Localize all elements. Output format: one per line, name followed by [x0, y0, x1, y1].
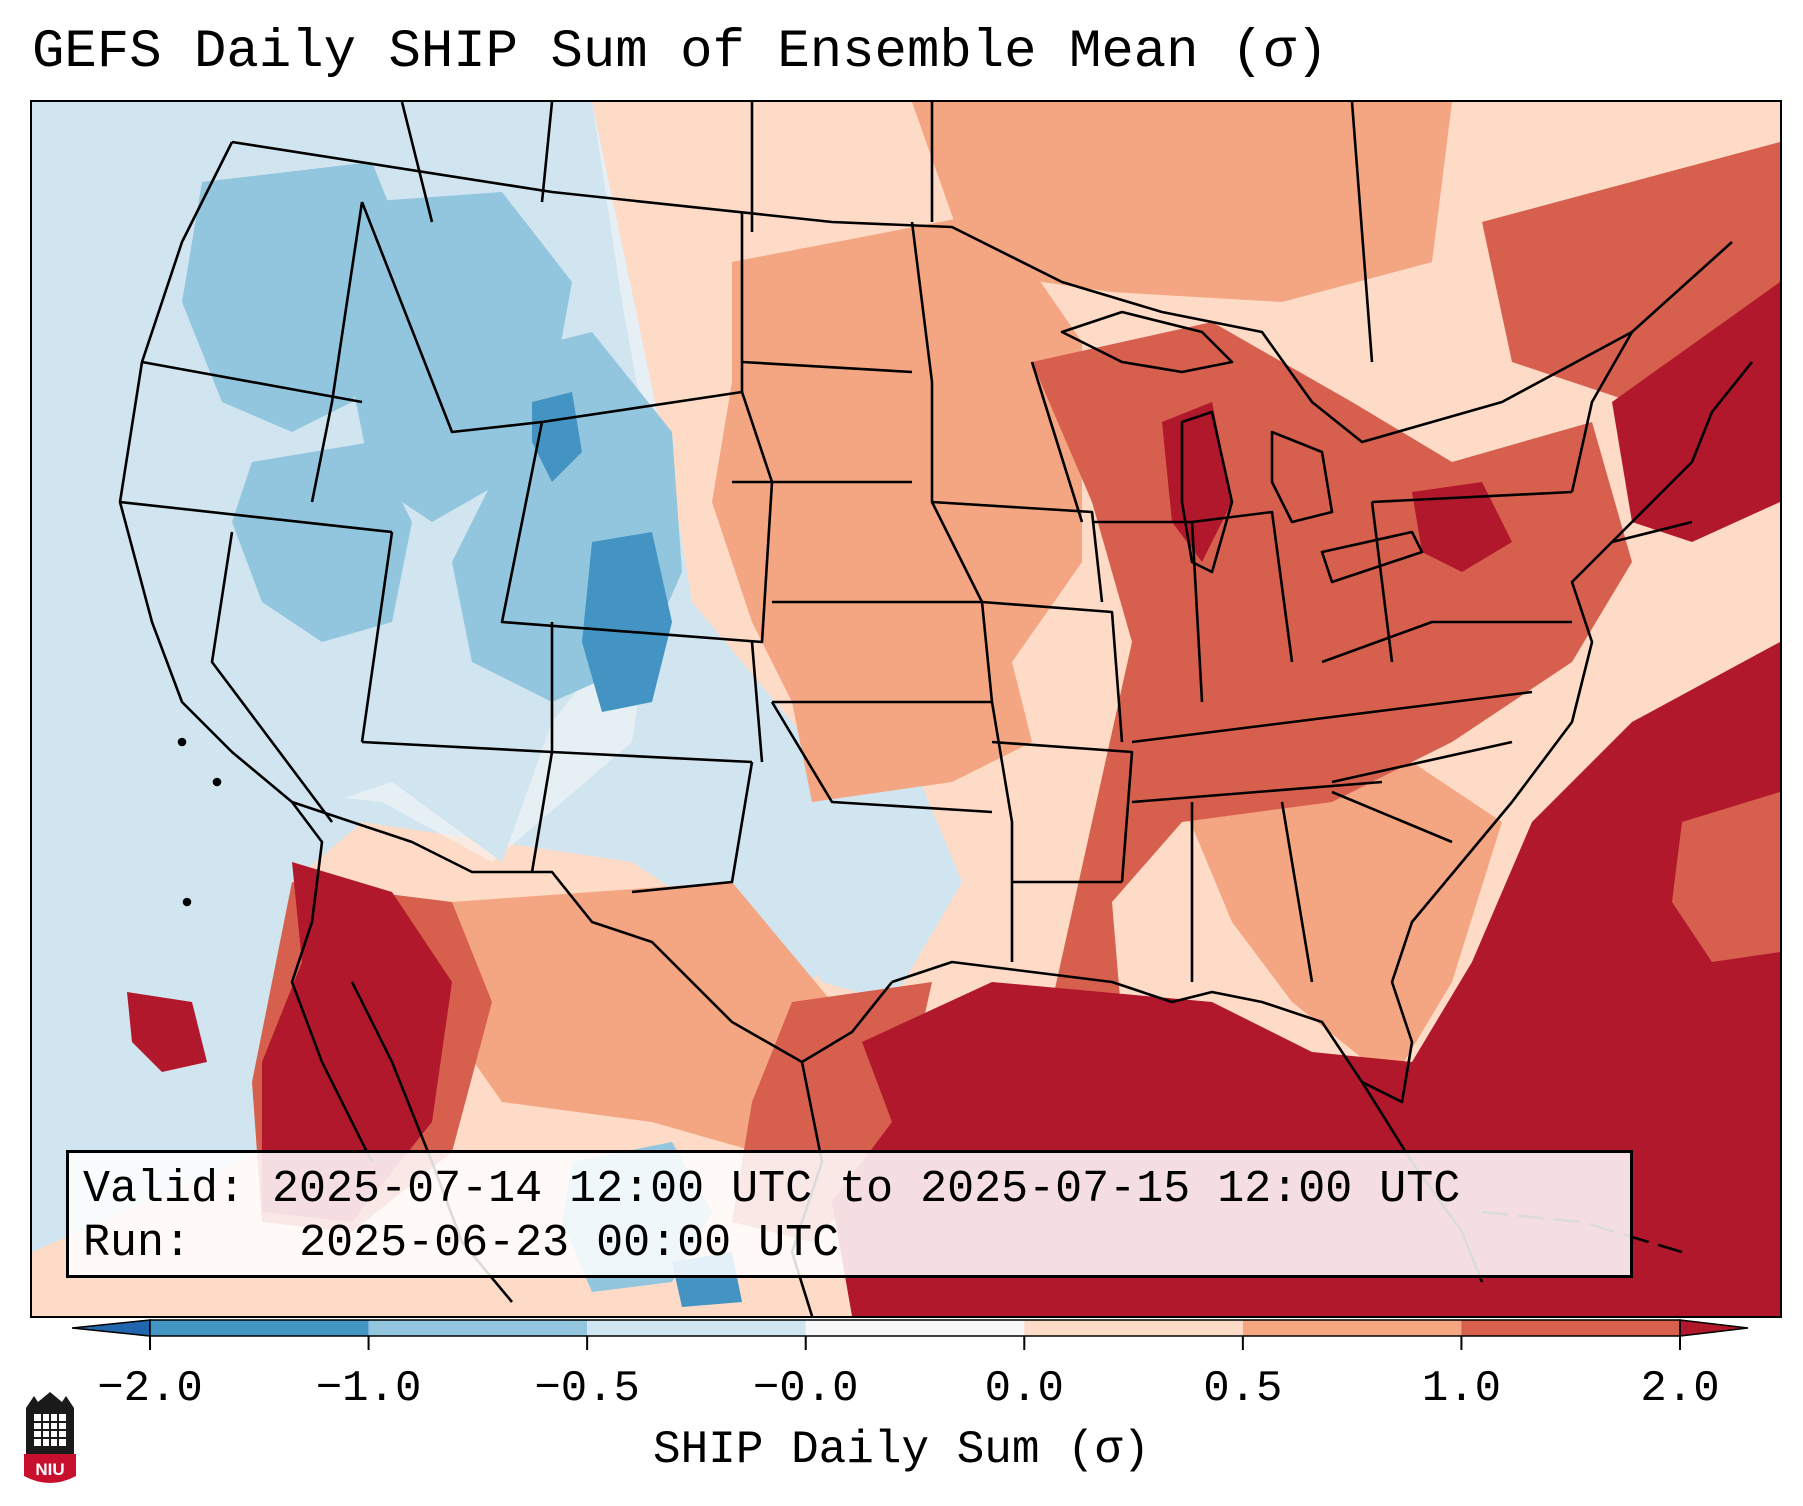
border-co [750, 641, 764, 763]
field-darkest-ne [1612, 282, 1780, 542]
border-nd-sd [741, 360, 913, 374]
colorbar-bin [1461, 1320, 1680, 1336]
colorbar-bin [587, 1320, 806, 1336]
border-oh-pa [1370, 501, 1394, 663]
info-box: Valid: 2025-07-14 12:00 UTC to 2025-07-1… [66, 1150, 1633, 1278]
border-ky-tn [1131, 690, 1533, 744]
field-blue-pnw [182, 162, 412, 432]
us-canada-border [231, 140, 1733, 444]
field-med-red-se [1182, 762, 1502, 1082]
colorbar-bin [1242, 1320, 1462, 1336]
field-med-red-mexico [432, 882, 832, 1162]
border-ga-sc [1331, 790, 1453, 844]
border-nm-tx [631, 761, 754, 894]
valid-value: 2025-07-14 12:00 UTC to 2025-07-15 12:00… [272, 1164, 1461, 1215]
colorbar [71, 1319, 1749, 1350]
lake-erie [1320, 530, 1424, 584]
colorbar-tick-label: −0.0 [752, 1364, 859, 1414]
field-darkest-mexico [262, 862, 452, 1222]
border-nv-ut [360, 531, 394, 743]
run-value: 2025-06-23 00:00 UTC [299, 1218, 840, 1269]
anomaly-fields [32, 102, 1780, 1316]
colorbar-over-extension [1679, 1319, 1749, 1337]
logo-shield [24, 1454, 76, 1483]
colorbar-bin [150, 1320, 369, 1336]
border-ca-nv [210, 531, 334, 823]
border-al-ga [1280, 801, 1314, 983]
colorbar-bin [805, 1320, 1025, 1336]
colorbar-label: SHIP Daily Sum (σ) [653, 1424, 1150, 1476]
colorbar-tick-label: 0.5 [1203, 1364, 1283, 1414]
border-az-nm [530, 751, 554, 873]
colorbar-tick-label: 2.0 [1640, 1364, 1720, 1414]
border-mo [981, 600, 1124, 743]
island [212, 777, 222, 787]
field-dark-blue-wy [532, 392, 582, 482]
border-co-nm [551, 750, 753, 764]
field-darkest-pa [1412, 482, 1512, 572]
colorbar-bin [1024, 1320, 1243, 1336]
border-canada-prov [400, 102, 1374, 363]
border-id [310, 201, 364, 503]
colorbar-outline [149, 1319, 1681, 1337]
colorbar-tick-label: −1.0 [315, 1364, 422, 1414]
logo-text: NIU [35, 1460, 64, 1479]
chart-title: GEFS Daily SHIP Sum of Ensemble Mean (σ) [32, 22, 1329, 83]
island [182, 897, 192, 907]
gulf-coast [891, 801, 1513, 1104]
border-mn-wi [1030, 361, 1084, 523]
boundaries [118, 102, 1754, 1316]
us-mexico-border [291, 800, 894, 1064]
border-ar [991, 740, 1134, 883]
border-id-mt [360, 201, 543, 434]
run-label: Run: [83, 1218, 192, 1269]
niu-logo: NIU [24, 1392, 76, 1483]
colorbar-tick-label: 0.0 [984, 1364, 1064, 1414]
border-tn-ms-al [1131, 780, 1383, 804]
lake-huron [1270, 430, 1334, 524]
border-or-ca [119, 500, 393, 534]
border-wy [500, 390, 774, 644]
map-panel [30, 100, 1782, 1318]
colorbar-tick-label: −0.5 [534, 1364, 640, 1414]
lake-michigan [1180, 410, 1234, 574]
colorbar-bin [368, 1320, 588, 1336]
colorbar-tick-label: 1.0 [1421, 1364, 1502, 1414]
border-pa-ny [1371, 490, 1573, 504]
border-ut-az [361, 740, 553, 754]
field-med-red-north [912, 102, 1452, 302]
field-darkest-gulf [832, 642, 1780, 1316]
border-ne-states [1570, 331, 1693, 544]
anomaly-map [32, 102, 1780, 1316]
colorbar-under-extension [71, 1319, 151, 1337]
field-med-red-atl [1672, 792, 1780, 962]
field-blue-nevada [232, 442, 412, 642]
field-darkest-pacific [127, 992, 207, 1072]
border-in-oh [1191, 510, 1294, 663]
lake-superior [1060, 310, 1234, 374]
border-wa-or [141, 360, 363, 404]
field-med-red-plains [712, 212, 1082, 802]
colorbar-tick-label: −2.0 [97, 1364, 203, 1414]
valid-label: Valid: [83, 1164, 246, 1215]
logo-window-lines [34, 1414, 66, 1446]
field-dark-blue-co [582, 532, 672, 712]
border-wv-va [1321, 620, 1572, 664]
border-ok-tx [770, 701, 993, 814]
border-sc-nc [1331, 740, 1513, 784]
island [177, 737, 187, 747]
border-ia [931, 500, 1104, 603]
